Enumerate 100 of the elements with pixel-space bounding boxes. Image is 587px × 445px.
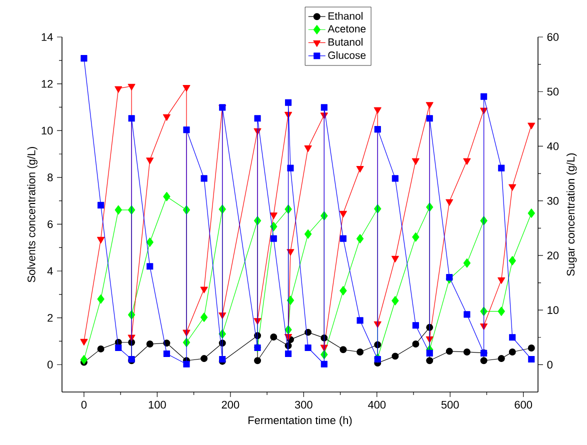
point	[183, 126, 190, 134]
point	[426, 115, 433, 122]
point	[374, 107, 382, 114]
point	[340, 286, 347, 296]
point	[392, 352, 399, 360]
point	[270, 334, 278, 340]
point	[426, 357, 434, 364]
y-tick-label: 10	[42, 126, 53, 134]
point	[480, 357, 488, 364]
point	[146, 238, 154, 247]
y2-axis-title: Sugar concentration (g/L)	[566, 153, 577, 276]
point	[464, 311, 470, 318]
x-tick-label: 200	[222, 400, 240, 409]
point	[320, 104, 328, 111]
point	[97, 345, 104, 352]
point	[320, 334, 328, 342]
point	[286, 296, 294, 305]
point	[146, 263, 154, 270]
point	[446, 199, 454, 206]
legend-label: Ethanol	[328, 12, 362, 20]
point	[498, 306, 505, 316]
point	[391, 256, 399, 262]
point	[320, 360, 328, 368]
x-tick-label: 400	[368, 400, 386, 409]
legend-label: Acetone	[328, 25, 366, 33]
y-tick-label: 12	[42, 80, 53, 88]
point	[509, 334, 516, 341]
point	[412, 340, 420, 348]
point	[98, 202, 104, 209]
point	[412, 322, 419, 329]
y-tick-label: 14	[42, 33, 53, 41]
point	[340, 235, 346, 242]
point	[339, 210, 347, 218]
point	[97, 294, 104, 304]
point	[254, 357, 262, 364]
point	[356, 317, 364, 324]
point	[528, 122, 536, 130]
point	[508, 348, 516, 356]
point	[480, 93, 488, 100]
point	[287, 164, 294, 172]
y-tick-label: 8	[48, 174, 53, 182]
point	[270, 235, 277, 242]
point	[128, 84, 136, 90]
point	[463, 348, 470, 356]
point	[304, 145, 312, 152]
point	[446, 274, 453, 281]
x-tick-label: 100	[148, 400, 166, 409]
point	[446, 348, 453, 355]
point	[392, 296, 399, 306]
point	[163, 192, 170, 202]
point	[183, 360, 190, 368]
point	[163, 350, 170, 358]
point	[80, 338, 88, 346]
point	[508, 256, 516, 266]
y-tick-label: 6	[48, 220, 53, 228]
point	[412, 232, 420, 242]
point	[374, 126, 381, 133]
point	[374, 356, 381, 363]
point	[463, 158, 471, 165]
point	[146, 340, 154, 348]
point	[146, 158, 154, 164]
y2-tick-label: 60	[547, 33, 559, 41]
point	[498, 355, 505, 362]
y2-tick-label: 10	[548, 306, 559, 314]
point	[200, 175, 208, 182]
point	[356, 234, 364, 244]
point	[286, 249, 294, 256]
y-tick-label: 0	[47, 360, 53, 368]
point	[200, 312, 208, 322]
point	[80, 355, 88, 364]
y2-tick-label: 30	[547, 196, 559, 205]
x-axis-title: Fermentation time (h)	[248, 416, 352, 426]
point	[254, 115, 261, 122]
point	[200, 286, 208, 294]
point	[374, 341, 382, 348]
x-tick-label: 0	[81, 400, 87, 409]
point	[200, 355, 208, 362]
point	[114, 205, 122, 215]
point	[304, 229, 312, 239]
y2-tick-label: 0	[547, 360, 552, 369]
point	[528, 356, 535, 363]
point	[162, 114, 170, 121]
x-tick-label: 600	[514, 400, 532, 409]
point	[463, 258, 471, 268]
y-axis-title: Solvents concentration (g/L)	[27, 146, 38, 282]
x-tick-label: 500	[441, 400, 459, 409]
point	[412, 158, 420, 165]
point	[340, 346, 347, 354]
point	[284, 99, 292, 106]
point	[508, 184, 516, 191]
point	[426, 350, 433, 357]
point	[270, 212, 278, 220]
y2-tick-label: 20	[547, 252, 559, 260]
point	[498, 277, 506, 284]
y2-tick-label: 50	[547, 88, 559, 96]
point	[182, 85, 190, 92]
legend-label: Butanol	[328, 38, 362, 46]
point	[498, 164, 505, 172]
point	[114, 86, 122, 93]
y-tick-label: 2	[48, 314, 53, 322]
